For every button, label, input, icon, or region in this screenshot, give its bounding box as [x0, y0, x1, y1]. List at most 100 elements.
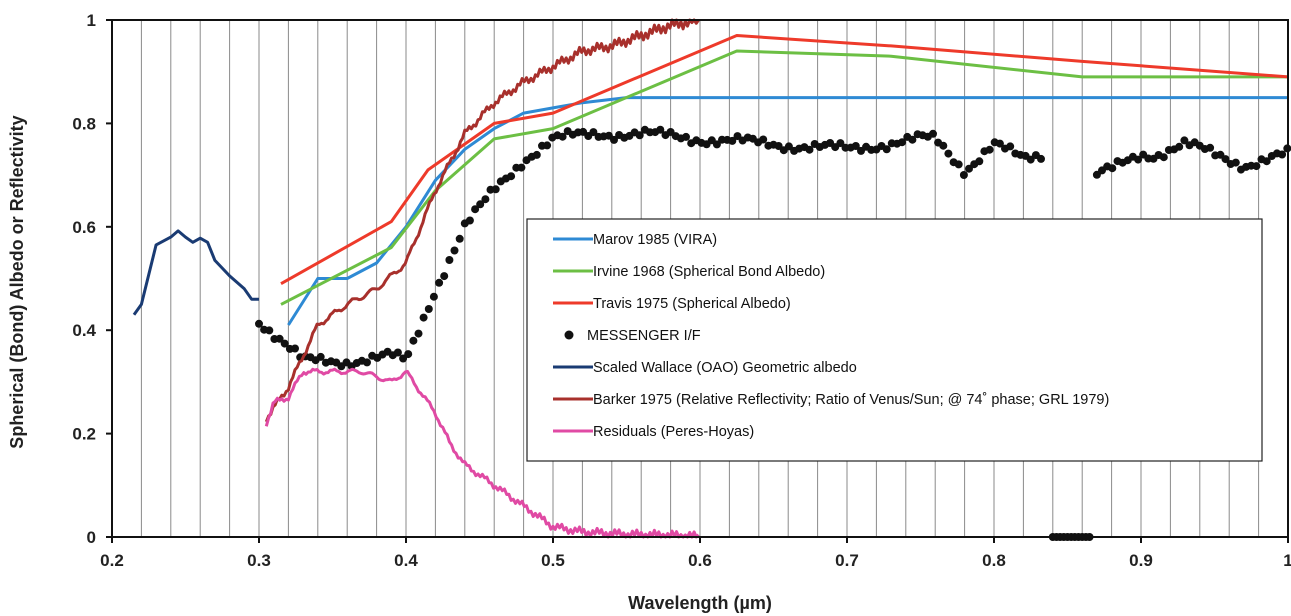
messenger-point — [558, 132, 567, 141]
messenger-point — [471, 205, 480, 214]
messenger-point — [465, 216, 474, 225]
messenger-point — [291, 344, 299, 353]
messenger-point — [414, 329, 423, 338]
legend-entry: Barker 1975 (Relative Reflectivity; Rati… — [553, 392, 1109, 408]
legend: Marov 1985 (VIRA) Irvine 1968 (Spherical … — [526, 218, 1263, 462]
messenger-point — [1231, 158, 1240, 167]
messenger-point — [424, 305, 433, 313]
messenger-point — [929, 129, 937, 138]
series-scaled-wallace-oao-geometric-albedo — [132, 229, 259, 316]
messenger-point — [851, 142, 860, 150]
messenger-point — [954, 160, 963, 169]
messenger-point — [409, 336, 418, 345]
messenger-point — [429, 292, 438, 301]
series-messenger-i-f — [255, 125, 1291, 541]
messenger-point — [712, 140, 721, 149]
messenger-point — [882, 145, 891, 154]
messenger-point — [1180, 136, 1189, 145]
messenger-point — [589, 128, 598, 137]
messenger-point — [965, 164, 973, 173]
messenger-point — [985, 145, 994, 154]
messenger-point — [939, 141, 948, 150]
messenger-point — [1037, 154, 1045, 163]
messenger-point — [805, 145, 814, 154]
messenger-point — [635, 131, 644, 140]
messenger-point — [1262, 157, 1271, 166]
y-tick-label: 1 — [87, 11, 96, 30]
axes-layer: 0.2 0.3 0.4 0.5 0.6 0.7 0.8 0.9 100.20.40.60.81 — [72, 11, 1291, 570]
messenger-point — [393, 348, 402, 357]
messenger-point — [1278, 150, 1287, 159]
messenger-point — [363, 358, 371, 367]
messenger-point — [1221, 155, 1230, 164]
messenger-point — [491, 185, 500, 194]
y-tick-label: 0.2 — [72, 425, 96, 444]
messenger-point — [1252, 162, 1261, 171]
messenger-point — [682, 132, 690, 141]
legend-entry: Travis 1975 (Spherical Albedo) — [553, 296, 791, 312]
legend-entry: Irvine 1968 (Spherical Bond Albedo) — [553, 264, 825, 280]
x-tick-label: 0.2 — [100, 551, 124, 570]
messenger-point — [450, 246, 459, 255]
messenger-point — [316, 352, 325, 361]
x-tick-label: 0.3 — [247, 551, 271, 570]
legend-entry: Residuals (Peres-Hoyas) — [553, 424, 754, 440]
messenger-point — [898, 138, 907, 147]
messenger-point — [481, 195, 490, 204]
messenger-point — [610, 135, 618, 144]
y-tick-label: 0.4 — [72, 321, 96, 340]
messenger-point — [532, 150, 541, 159]
series-marov-1985-vira — [287, 96, 1288, 326]
x-tick-label: 1 — [1283, 551, 1291, 570]
x-tick-label: 0.4 — [394, 551, 418, 570]
legend-marker — [564, 330, 574, 340]
messenger-point — [1006, 142, 1015, 151]
messenger-point — [836, 139, 845, 148]
messenger-point — [959, 171, 968, 179]
messenger-point — [1026, 155, 1035, 164]
messenger-point — [445, 256, 454, 264]
messenger-point — [908, 135, 917, 144]
messenger-point — [280, 339, 289, 348]
messenger-point — [265, 326, 274, 335]
legend-entry: Marov 1985 (VIRA) — [553, 232, 717, 248]
messenger-point — [784, 142, 793, 151]
series-residuals-peres-hoyas — [264, 367, 700, 539]
legend-label: Residuals (Peres-Hoyas) — [593, 424, 754, 440]
legend-label: Irvine 1968 (Spherical Bond Albedo) — [593, 264, 825, 280]
messenger-point — [1159, 153, 1168, 162]
legend-label: Barker 1975 (Relative Reflectivity; Rati… — [593, 392, 1109, 408]
series-layer — [132, 18, 1291, 541]
messenger-point — [1108, 164, 1117, 173]
x-tick-label: 0.5 — [541, 551, 565, 570]
legend-box — [526, 218, 1263, 462]
messenger-point — [507, 172, 516, 181]
x-tick-label: 0.6 — [688, 551, 712, 570]
y-tick-label: 0 — [87, 528, 96, 547]
messenger-point — [517, 163, 526, 172]
legend-label: Scaled Wallace (OAO) Geometric albedo — [593, 360, 857, 376]
legend-entry: Scaled Wallace (OAO) Geometric albedo — [553, 360, 857, 376]
messenger-point — [1206, 143, 1215, 152]
messenger-point — [656, 125, 665, 134]
x-tick-label: 0.8 — [982, 551, 1006, 570]
messenger-point — [404, 350, 413, 359]
legend-label: Travis 1975 (Spherical Albedo) — [593, 296, 791, 312]
messenger-point — [975, 157, 984, 166]
messenger-point — [455, 234, 464, 243]
legend-label: MESSENGER I/F — [587, 328, 701, 344]
messenger-point — [995, 139, 1004, 148]
legend-entry: MESSENGER I/F — [564, 328, 701, 344]
series-travis-1975-spherical-albedo — [280, 34, 1289, 286]
series-barker-1975-relative-reflectivity-ratio-of-venus-sun-74-phase-grl-1979 — [264, 18, 700, 423]
y-axis-title: Spherical (Bond) Albedo or Reflectivity — [7, 115, 27, 448]
messenger-point — [944, 149, 953, 158]
x-tick-label: 0.7 — [835, 551, 859, 570]
messenger-point — [255, 319, 263, 328]
messenger-point — [1134, 155, 1143, 164]
messenger-point — [759, 135, 768, 144]
y-tick-label: 0.6 — [72, 218, 96, 237]
messenger-point — [275, 334, 284, 343]
y-tick-label: 0.8 — [72, 114, 96, 133]
